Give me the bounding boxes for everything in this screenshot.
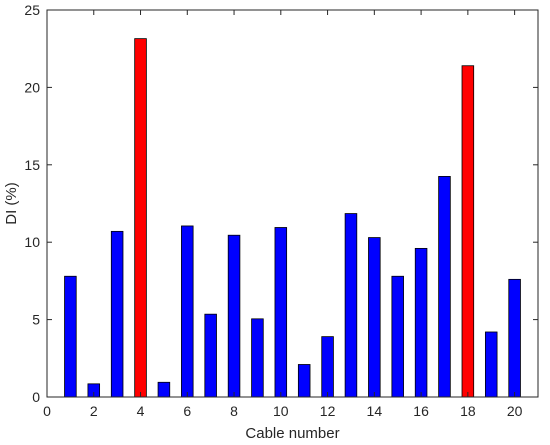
x-ticks-group: 0 2 4 6 8 10 12 14 16 18 20 <box>43 10 523 419</box>
bar-cable-11 <box>297 364 311 398</box>
x-tick-label: 12 <box>320 403 336 419</box>
y-ticks-group: 0 5 10 15 20 25 <box>24 2 538 405</box>
bar-cable-13 <box>344 213 358 398</box>
bar-cable-20 <box>508 278 521 398</box>
x-tick-label: 0 <box>43 403 51 419</box>
y-tick-label: 25 <box>24 2 40 18</box>
bar-cable-19 <box>484 331 498 398</box>
axes-frame <box>46 9 539 398</box>
bar-cable-9 <box>251 318 264 398</box>
bar-cable-16 <box>414 247 428 398</box>
bar-cable-17 <box>438 176 451 398</box>
axes-group <box>46 9 539 398</box>
x-tick-label: 6 <box>183 403 191 419</box>
bar-cable-15 <box>391 275 404 398</box>
bar-cable-3 <box>110 230 124 398</box>
bar-cable-10 <box>274 227 288 398</box>
x-axis-label: Cable number <box>245 425 339 442</box>
y-tick-label: 0 <box>32 389 40 405</box>
bar-cable-12 <box>321 336 334 398</box>
bar-cable-14 <box>368 237 381 398</box>
bar-cable-6 <box>181 225 194 398</box>
x-tick-label: 8 <box>230 403 238 419</box>
y-tick-label: 10 <box>24 234 40 250</box>
x-tick-label: 14 <box>367 403 383 419</box>
x-tick-label: 18 <box>460 403 476 419</box>
y-tick-label: 20 <box>24 79 40 95</box>
bar-cable-4 <box>134 38 147 398</box>
x-tick-label: 10 <box>273 403 289 419</box>
plot-area <box>47 10 538 397</box>
y-tick-label: 15 <box>24 157 40 173</box>
y-tick-label: 5 <box>32 312 40 328</box>
bar-cable-8 <box>227 234 241 398</box>
x-tick-label: 2 <box>90 403 98 419</box>
bar-cable-7 <box>204 313 217 398</box>
bar-cable-1 <box>64 275 77 398</box>
y-axis-label: DI (%) <box>3 182 20 225</box>
x-tick-label: 16 <box>413 403 429 419</box>
bar-cable-5 <box>157 381 171 398</box>
x-tick-label: 4 <box>137 403 145 419</box>
x-tick-label: 20 <box>507 403 523 419</box>
bar-cable-18 <box>461 65 475 398</box>
